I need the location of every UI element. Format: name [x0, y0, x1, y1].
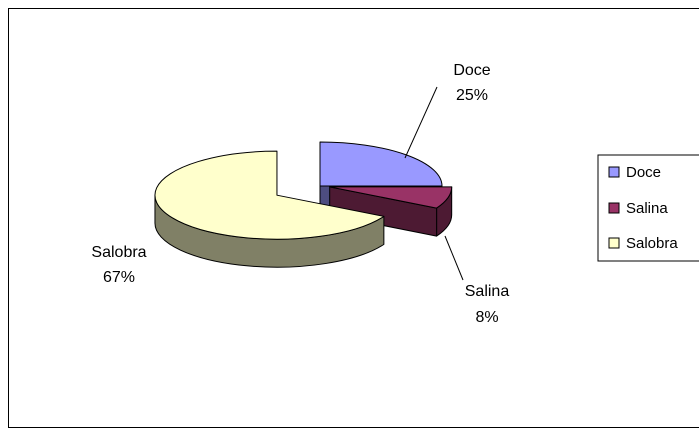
slice-salina	[329, 186, 453, 237]
legend-label-salina: Salina	[626, 200, 668, 217]
leader-line-doce	[404, 86, 438, 159]
label-name-salina: Salina	[465, 283, 510, 300]
label-name-doce: Doce	[453, 62, 490, 79]
legend-swatch-salina	[608, 202, 620, 214]
legend-swatch-salobra	[608, 237, 620, 249]
pie-slices	[154, 141, 453, 268]
leader-line-salina	[444, 235, 464, 281]
slice-top-doce	[319, 141, 443, 187]
legend: Doce Salina Salobra	[597, 154, 699, 262]
legend-label-salobra: Salobra	[626, 235, 678, 252]
label-pct-doce: 25%	[456, 87, 488, 104]
slice-salobra	[154, 150, 385, 268]
legend-label-doce: Doce	[626, 164, 661, 181]
legend-swatch-doce	[608, 166, 620, 178]
slice-top-salobra	[154, 150, 385, 240]
slice-labels: Doce 25% Salina 8% Salobra 67%	[91, 62, 509, 326]
label-pct-salina: 8%	[475, 309, 498, 326]
label-pct-salobra: 67%	[103, 269, 135, 286]
slice-top-salina	[329, 186, 453, 209]
label-name-salobra: Salobra	[91, 244, 146, 261]
pie-chart: Doce 25% Salina 8% Salobra 67% Doce Sali…	[91, 62, 699, 326]
